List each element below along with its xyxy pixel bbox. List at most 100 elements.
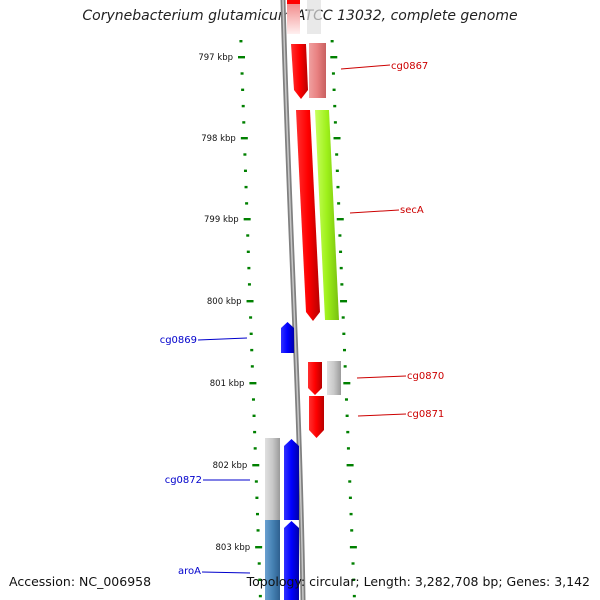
minor-tick-left: [255, 496, 259, 499]
minor-tick-left: [245, 202, 249, 205]
minor-tick-right: [333, 104, 337, 108]
minor-tick-right: [343, 365, 347, 368]
label-cg0870[interactable]: cg0870: [407, 371, 444, 382]
minor-tick-left: [243, 153, 247, 156]
leader-cg0870: [356, 375, 407, 379]
tick-label: 800 kbp: [207, 297, 242, 307]
minor-tick-left: [246, 234, 250, 237]
minor-tick-left: [258, 578, 262, 581]
gene-aroa-steel-block[interactable]: [265, 520, 280, 600]
major-tick-left: [237, 56, 245, 59]
minor-tick-right: [342, 332, 346, 335]
major-tick-right: [336, 218, 344, 221]
minor-tick-left: [250, 365, 254, 368]
minor-tick-left: [247, 266, 251, 270]
minor-tick-right: [331, 72, 335, 75]
minor-tick-right: [346, 430, 350, 434]
tick-label: 799 kbp: [204, 215, 239, 225]
minor-tick-left: [249, 316, 253, 319]
label-cg0869[interactable]: cg0869: [160, 335, 197, 346]
backbone-highlight: [282, 0, 304, 600]
minor-tick-right: [348, 496, 352, 499]
minor-tick-right: [346, 447, 350, 450]
minor-tick-right: [337, 202, 341, 205]
gene-cg0867-pink-block[interactable]: [309, 43, 326, 98]
gene-seca-arrow[interactable]: [296, 110, 320, 321]
minor-tick-left: [254, 480, 258, 483]
minor-tick-left: [243, 169, 247, 172]
gene-cg0867-arrow[interactable]: [291, 44, 308, 99]
leader-cg0867: [340, 64, 391, 70]
minor-tick-left: [257, 562, 261, 565]
minor-tick-left: [255, 512, 259, 516]
minor-tick-left: [258, 594, 262, 598]
tick-label: 798 kbp: [201, 134, 236, 144]
minor-tick-right: [348, 480, 352, 483]
minor-tick-right: [335, 169, 339, 172]
major-tick-left: [255, 546, 263, 549]
accession-text: Accession: NC_006958: [9, 574, 152, 589]
major-tick-right: [330, 56, 338, 59]
minor-tick-right: [352, 578, 356, 581]
minor-tick-right: [338, 234, 342, 237]
minor-tick-left: [251, 398, 255, 401]
minor-tick-left: [240, 72, 244, 75]
tick-label: 797 kbp: [198, 53, 233, 63]
gene-cg0871-arrow[interactable]: [309, 396, 324, 438]
minor-tick-right: [351, 562, 355, 565]
minor-tick-left: [242, 121, 246, 124]
label-cg0871[interactable]: cg0871: [407, 409, 444, 420]
minor-tick-right: [339, 266, 343, 270]
label-cg0867[interactable]: cg0867: [391, 61, 428, 72]
major-tick-right: [346, 464, 354, 467]
major-tick-left: [249, 382, 257, 385]
minor-tick-right: [350, 529, 354, 532]
minor-tick-left: [239, 40, 243, 43]
label-seca[interactable]: secA: [400, 205, 424, 216]
major-tick-left: [243, 218, 251, 221]
top-gene-red-edge: [287, 0, 300, 4]
gene-cg0870-arrow[interactable]: [308, 362, 322, 395]
minor-tick-right: [330, 40, 334, 43]
scale-ticks: [237, 40, 357, 598]
minor-tick-left: [241, 104, 245, 108]
leader-seca: [349, 209, 400, 214]
minor-tick-right: [352, 594, 356, 598]
scale-tick-labels: 797 kbp 798 kbp 799 kbp 800 kbp 801 kbp 802 k…: [198, 53, 250, 553]
minor-tick-right: [344, 398, 348, 401]
minor-tick-right: [335, 153, 339, 156]
minor-tick-left: [253, 447, 257, 450]
leader-aroa: [201, 571, 251, 574]
tick-label: 803 kbp: [216, 543, 251, 553]
major-tick-left: [240, 137, 248, 140]
major-tick-right: [340, 300, 348, 303]
minor-tick-right: [332, 88, 336, 91]
minor-tick-left: [256, 529, 260, 532]
label-aroa[interactable]: aroA: [178, 566, 201, 577]
tick-label: 802 kbp: [213, 461, 248, 471]
major-tick-left: [246, 300, 254, 303]
major-tick-right: [343, 382, 351, 385]
gene-seca-green-block[interactable]: [315, 110, 339, 320]
gene-aroa-arrow[interactable]: [284, 521, 299, 600]
gene-cg0872-arrow[interactable]: [284, 439, 299, 520]
minor-tick-right: [340, 283, 344, 286]
minor-tick-right: [336, 185, 340, 189]
minor-tick-left: [247, 283, 251, 286]
top-gene-block-red[interactable]: [287, 0, 300, 34]
tick-label: 801 kbp: [210, 379, 245, 389]
minor-tick-left: [244, 185, 248, 189]
label-cg0872[interactable]: cg0872: [165, 475, 202, 486]
gene-cg0872-gray-block[interactable]: [265, 438, 280, 520]
minor-tick-right: [341, 316, 345, 319]
gene-cg0870-gray-block[interactable]: [327, 361, 341, 395]
minor-tick-right: [342, 348, 346, 352]
minor-tick-right: [349, 512, 353, 516]
gene-cg0869-arrow[interactable]: [281, 322, 294, 353]
leader-cg0871: [357, 413, 407, 417]
major-tick-right: [333, 137, 341, 140]
minor-tick-left: [249, 332, 253, 335]
minor-tick-right: [345, 414, 349, 417]
top-gene-block-gray[interactable]: [307, 0, 321, 34]
